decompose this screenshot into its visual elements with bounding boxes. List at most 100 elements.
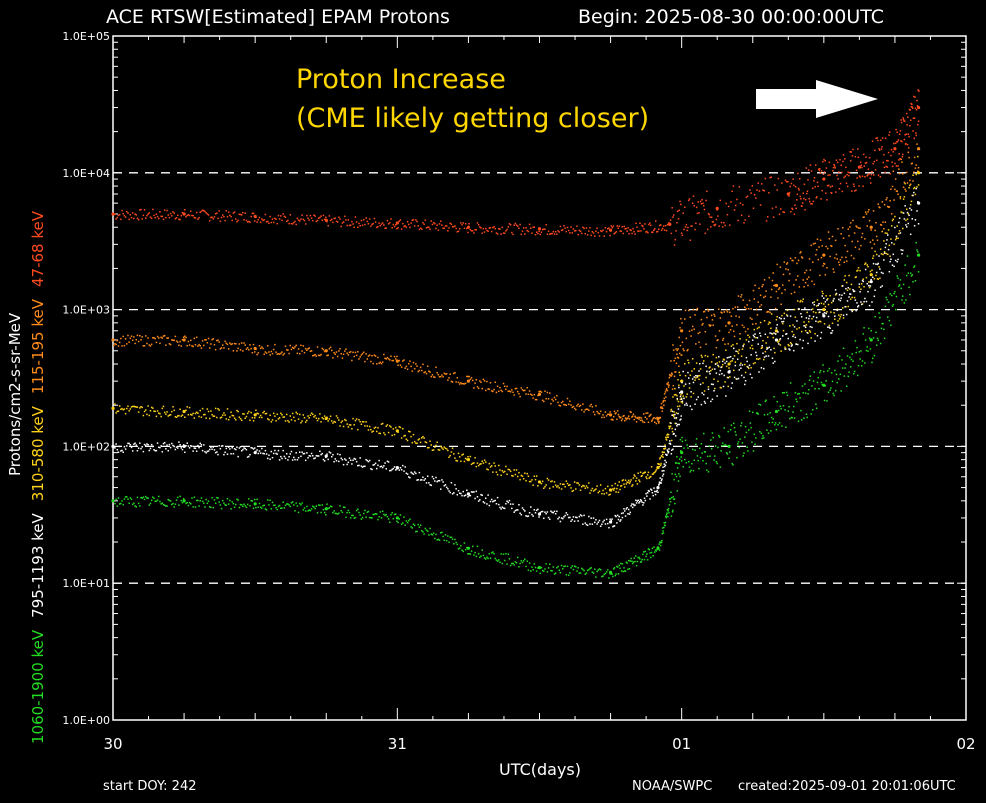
scatter-dot bbox=[220, 507, 223, 510]
scatter-dot bbox=[681, 402, 684, 404]
scatter-dot bbox=[646, 412, 649, 414]
scatter-dot bbox=[914, 219, 917, 221]
scatter-dot bbox=[905, 171, 908, 174]
scatter-dot bbox=[582, 523, 584, 525]
scatter-dot bbox=[483, 231, 486, 233]
scatter-dot bbox=[128, 442, 130, 445]
scatter-dot bbox=[678, 392, 681, 394]
scatter-dot bbox=[351, 428, 353, 430]
scatter-dot bbox=[240, 450, 243, 452]
scatter-dot bbox=[342, 221, 345, 223]
scatter-dot bbox=[833, 163, 835, 166]
scatter-dot bbox=[244, 447, 247, 450]
scatter-dot bbox=[403, 470, 405, 472]
scatter-dot bbox=[585, 227, 588, 229]
scatter-dot bbox=[829, 327, 831, 330]
scatter-dot bbox=[166, 444, 168, 446]
scatter-dot bbox=[699, 200, 702, 203]
scatter-dot bbox=[676, 467, 679, 469]
scatter-dot bbox=[376, 430, 378, 433]
scatter-dot bbox=[463, 495, 466, 497]
scatter-dot bbox=[843, 261, 846, 263]
scatter-dot bbox=[626, 506, 628, 509]
scatter-dot bbox=[454, 372, 456, 374]
scatter-dot bbox=[671, 373, 673, 376]
scatter-dot bbox=[377, 225, 379, 228]
scatter-dot bbox=[349, 351, 352, 353]
scatter-dot bbox=[365, 516, 367, 518]
scatter-dot bbox=[706, 469, 708, 471]
scatter-dot bbox=[807, 179, 809, 181]
scatter-dot bbox=[572, 568, 575, 571]
scatter-dot bbox=[721, 366, 723, 368]
scatter-dot bbox=[335, 351, 338, 353]
scatter-dot bbox=[499, 386, 501, 389]
scatter-dot bbox=[783, 317, 786, 320]
scatter-dot bbox=[191, 497, 193, 499]
scatter-dot bbox=[216, 339, 218, 342]
scatter-dot bbox=[678, 405, 681, 407]
scatter-dot bbox=[730, 387, 733, 389]
scatter-dot bbox=[506, 500, 508, 503]
scatter-dot bbox=[646, 492, 649, 494]
scatter-dot bbox=[770, 430, 772, 432]
scatter-dot bbox=[251, 447, 254, 449]
scatter-dot bbox=[526, 229, 528, 232]
scatter-dot bbox=[642, 502, 645, 504]
scatter-dot bbox=[333, 420, 335, 423]
scatter-dot bbox=[307, 217, 309, 219]
scatter-dot bbox=[638, 230, 640, 232]
scatter-dot bbox=[688, 330, 691, 332]
scatter-dot bbox=[516, 390, 519, 393]
scatter-dot bbox=[766, 347, 769, 349]
scatter-dot bbox=[909, 207, 911, 210]
scatter-dot bbox=[338, 512, 340, 514]
scatter-dot bbox=[381, 466, 384, 469]
scatter-dot bbox=[825, 167, 828, 169]
scatter-dot bbox=[265, 509, 268, 511]
scatter-dot bbox=[868, 327, 870, 330]
scatter-dot bbox=[188, 344, 191, 346]
scatter-dot bbox=[740, 374, 743, 377]
scatter-dot bbox=[439, 220, 442, 222]
scatter-dot bbox=[162, 442, 165, 445]
scatter-dot bbox=[284, 504, 287, 507]
scatter-dot bbox=[601, 492, 603, 495]
scatter-dot bbox=[800, 198, 802, 200]
scatter-dot bbox=[212, 415, 215, 417]
scatter-dot bbox=[596, 570, 598, 573]
scatter-dot bbox=[743, 326, 745, 329]
scatter-dot bbox=[887, 205, 889, 208]
scatter-dot bbox=[782, 211, 784, 213]
scatter-dot bbox=[362, 465, 365, 468]
scatter-dot bbox=[758, 190, 761, 192]
scatter-dot bbox=[679, 395, 682, 398]
scatter-dot bbox=[524, 389, 526, 392]
scatter-dot bbox=[668, 384, 670, 387]
scatter-dot bbox=[856, 226, 858, 228]
scatter-dot bbox=[849, 288, 851, 290]
scatter-dot bbox=[751, 185, 754, 187]
scatter-dot bbox=[163, 411, 166, 414]
scatter-dot bbox=[320, 453, 322, 456]
scatter-dot bbox=[297, 348, 300, 350]
scatter-dot bbox=[163, 334, 166, 337]
scatter-dot bbox=[169, 212, 172, 215]
scatter-dot bbox=[858, 286, 861, 288]
scatter-dot bbox=[661, 410, 664, 413]
scatter-dot bbox=[516, 556, 519, 559]
scatter-dot bbox=[805, 324, 808, 326]
scatter-dot bbox=[245, 448, 248, 451]
scatter-dot bbox=[182, 497, 185, 500]
scatter-dot bbox=[905, 133, 908, 135]
scatter-dot bbox=[309, 214, 312, 217]
scatter-dot bbox=[178, 218, 180, 220]
scatter-dot bbox=[599, 568, 602, 571]
scatter-dot bbox=[264, 351, 267, 353]
scatter-dot bbox=[911, 218, 914, 220]
scatter-dot bbox=[405, 472, 408, 475]
scatter-dot bbox=[850, 283, 853, 286]
scatter-dot bbox=[120, 408, 122, 411]
scatter-dot bbox=[776, 324, 778, 326]
scatter-dot bbox=[905, 226, 908, 228]
